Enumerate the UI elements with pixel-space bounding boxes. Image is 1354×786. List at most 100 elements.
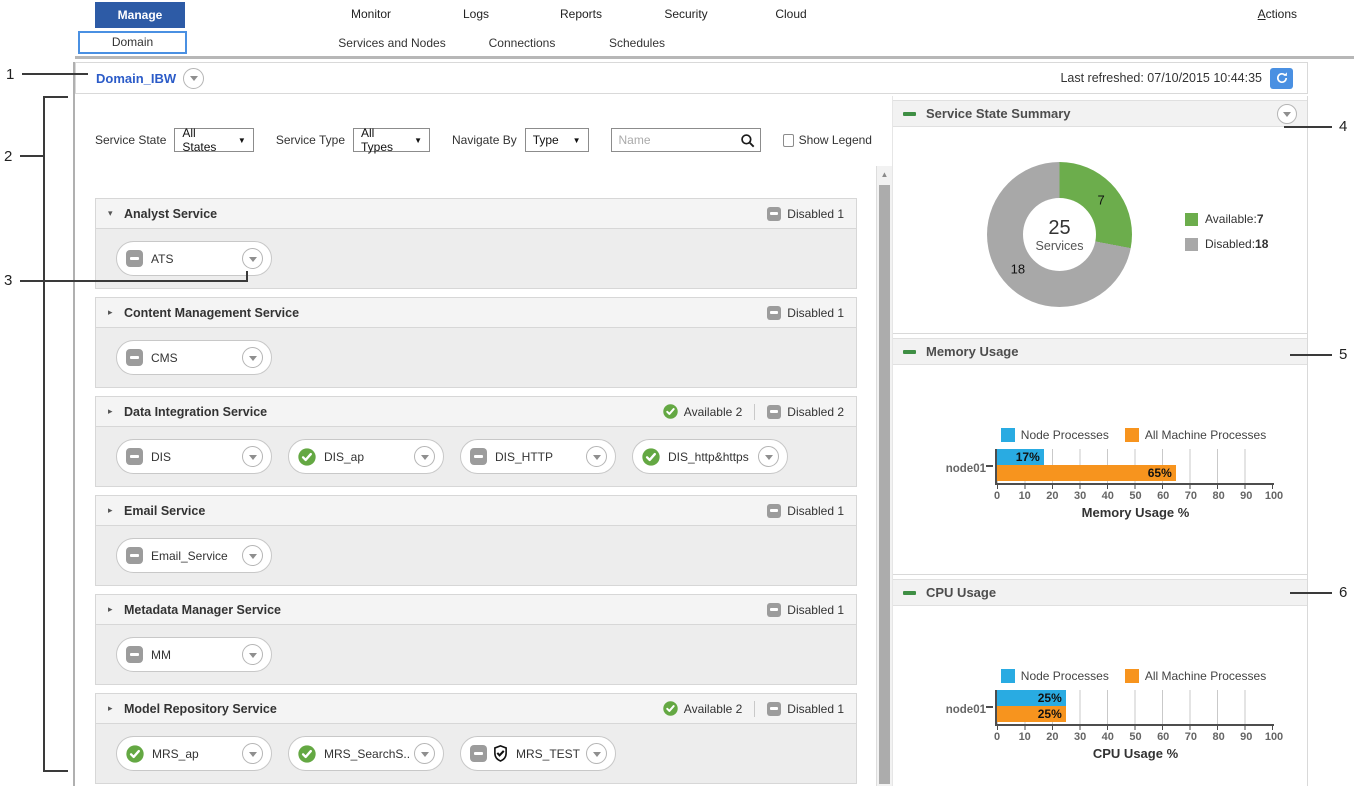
navigate-by-select[interactable]: Type ▼ [524, 128, 589, 152]
disabled-minus-icon [126, 448, 143, 465]
chart-gridlines: 25% 25% [995, 690, 1272, 724]
section-title: Memory Usage [926, 344, 1019, 359]
service-chip-label: DIS_http&https [668, 449, 749, 464]
chevron-down-icon[interactable] [586, 446, 607, 467]
available-check-icon [663, 404, 678, 419]
x-axis-tick-label: 90 [1240, 490, 1253, 502]
y-axis-tick-label: node01 [945, 704, 986, 716]
chevron-down-icon[interactable] [586, 743, 607, 764]
service-group-body: MM [95, 625, 857, 685]
service-group-header[interactable]: ▸ Metadata Manager Service Disabled 1 [95, 594, 857, 625]
service-group-header[interactable]: ▸ Data Integration Service Available 2 Disa… [95, 396, 857, 427]
memory-usage-section: Memory Usage Node Processes All Machine P… [893, 338, 1307, 575]
service-group-body: MRS_ap MRS_SearchS... MRS_TEST [95, 724, 857, 784]
service-chip[interactable]: DIS [116, 439, 272, 474]
legend-swatch [1185, 212, 1198, 226]
collapse-minus-icon[interactable] [903, 111, 916, 116]
legend-swatch [1124, 669, 1139, 683]
chart-plot-area: node01 25% 25% 0 10 20 30 40 50 60 70 80 90 100 CPU Us… [946, 690, 1283, 761]
refresh-button[interactable] [1270, 67, 1293, 89]
x-axis-tick-marks [997, 726, 1274, 730]
subtab-domain[interactable]: Domain [78, 31, 187, 54]
legend-label: Available:7 [1205, 212, 1264, 226]
subtab-schedules[interactable]: Schedules [608, 35, 666, 50]
service-chip[interactable]: Email_Service [116, 538, 272, 573]
service-group-name: Analyst Service [124, 206, 218, 221]
status-badge: Disabled 1 [767, 206, 844, 221]
subtab-connections[interactable]: Connections [488, 35, 556, 50]
service-chip-label: MRS_SearchS... [324, 746, 410, 761]
chevron-down-icon[interactable] [242, 446, 263, 467]
legend-item: All Machine Processes [1124, 427, 1266, 443]
service-type-select[interactable]: All Types ▼ [353, 126, 430, 154]
chevron-down-icon[interactable] [242, 248, 263, 269]
x-axis-tick-label: 100 [1264, 490, 1284, 502]
y-axis-tick-mark [986, 465, 993, 467]
service-chip[interactable]: DIS_HTTP [460, 439, 616, 474]
services-scrollbar[interactable]: ▲ [876, 166, 892, 786]
chevron-down-icon[interactable] [242, 347, 263, 368]
service-chip[interactable]: CMS [116, 340, 272, 375]
y-axis-tick-label: node01 [945, 463, 986, 475]
service-chip[interactable]: DIS_ap [288, 439, 444, 474]
x-axis-tick-label: 60 [1157, 731, 1170, 743]
legend-label: All Machine Processes [1144, 669, 1267, 683]
service-groups-list: ▾ Analyst Service Disabled 1 ATS ▸ Content Ma… [95, 198, 857, 786]
service-state-summary-section: Service State Summary 25 Services 7 18 A… [893, 100, 1307, 334]
expand-arrow-icon[interactable]: ▸ [108, 604, 113, 614]
service-group-header[interactable]: ▸ Content Management Service Disabled 1 [95, 297, 857, 328]
tab-security[interactable]: Security [664, 7, 708, 21]
chevron-down-icon[interactable] [242, 743, 263, 764]
status-badge: Available 2 [663, 404, 742, 419]
expand-arrow-icon[interactable]: ▸ [108, 703, 113, 713]
chevron-down-icon[interactable] [758, 446, 779, 467]
available-check-icon [663, 701, 678, 716]
service-group-header[interactable]: ▸ Email Service Disabled 1 [95, 495, 857, 526]
service-group-name: Email Service [124, 503, 206, 518]
service-chip[interactable]: ATS [116, 241, 272, 276]
expand-arrow-icon[interactable]: ▸ [108, 505, 113, 515]
name-search-input[interactable] [616, 132, 740, 148]
chevron-down-icon[interactable] [414, 743, 435, 764]
callout-2-bracket-bottom [43, 770, 68, 772]
chevron-down-icon[interactable] [242, 644, 263, 665]
service-chip[interactable]: DIS_http&https [632, 439, 788, 474]
scrollbar-thumb[interactable] [879, 185, 890, 784]
actions-menu-link[interactable]: Actions [1257, 7, 1297, 21]
service-chip[interactable]: MM [116, 637, 272, 672]
bar-node-processes: 25% [997, 690, 1066, 706]
tab-reports[interactable]: Reports [559, 7, 603, 21]
chevron-down-icon[interactable] [414, 446, 435, 467]
service-chip[interactable]: MRS_TEST [460, 736, 616, 771]
collapse-minus-icon[interactable] [903, 349, 916, 354]
service-state-select[interactable]: All States ▼ [174, 126, 254, 154]
service-chip[interactable]: MRS_ap [116, 736, 272, 771]
expand-arrow-icon[interactable]: ▸ [108, 307, 113, 317]
show-legend-checkbox[interactable] [782, 133, 794, 147]
tab-cloud[interactable]: Cloud [775, 7, 807, 21]
section-actions-chevron-down-icon[interactable] [1277, 103, 1297, 124]
dropdown-arrow-icon: ▼ [237, 135, 246, 145]
chart-plot-area: node01 17% 65% 0 10 20 30 40 50 60 70 80 90 100 Memory… [946, 449, 1283, 520]
callout-3-line-vertical [246, 271, 248, 282]
scrollbar-up-arrow-icon[interactable]: ▲ [880, 169, 889, 179]
chevron-down-icon[interactable] [242, 545, 263, 566]
status-badge-label: Disabled 1 [787, 503, 844, 518]
dropdown-arrow-icon: ▼ [572, 135, 581, 145]
tab-manage[interactable]: Manage [95, 1, 185, 28]
collapse-minus-icon[interactable] [903, 590, 916, 595]
service-group-header[interactable]: ▸ Model Repository Service Available 2 Disa… [95, 693, 857, 724]
domain-name-link[interactable]: Domain_IBW [96, 70, 177, 86]
status-badge: Disabled 1 [767, 701, 844, 716]
tab-logs[interactable]: Logs [462, 7, 490, 21]
x-axis-tick-label: 30 [1073, 731, 1087, 743]
domain-actions-chevron-down-icon[interactable] [183, 67, 205, 89]
service-group-header[interactable]: ▾ Analyst Service Disabled 1 [95, 198, 857, 229]
subtab-services-and-nodes[interactable]: Services and Nodes [338, 35, 446, 50]
service-chip[interactable]: MRS_SearchS... [288, 736, 444, 771]
expand-arrow-icon[interactable]: ▸ [108, 406, 113, 416]
service-group: ▾ Analyst Service Disabled 1 ATS [95, 198, 857, 289]
tab-monitor[interactable]: Monitor [350, 7, 391, 21]
x-axis-tick-label: 20 [1046, 490, 1059, 502]
collapse-arrow-icon[interactable]: ▾ [108, 208, 113, 218]
